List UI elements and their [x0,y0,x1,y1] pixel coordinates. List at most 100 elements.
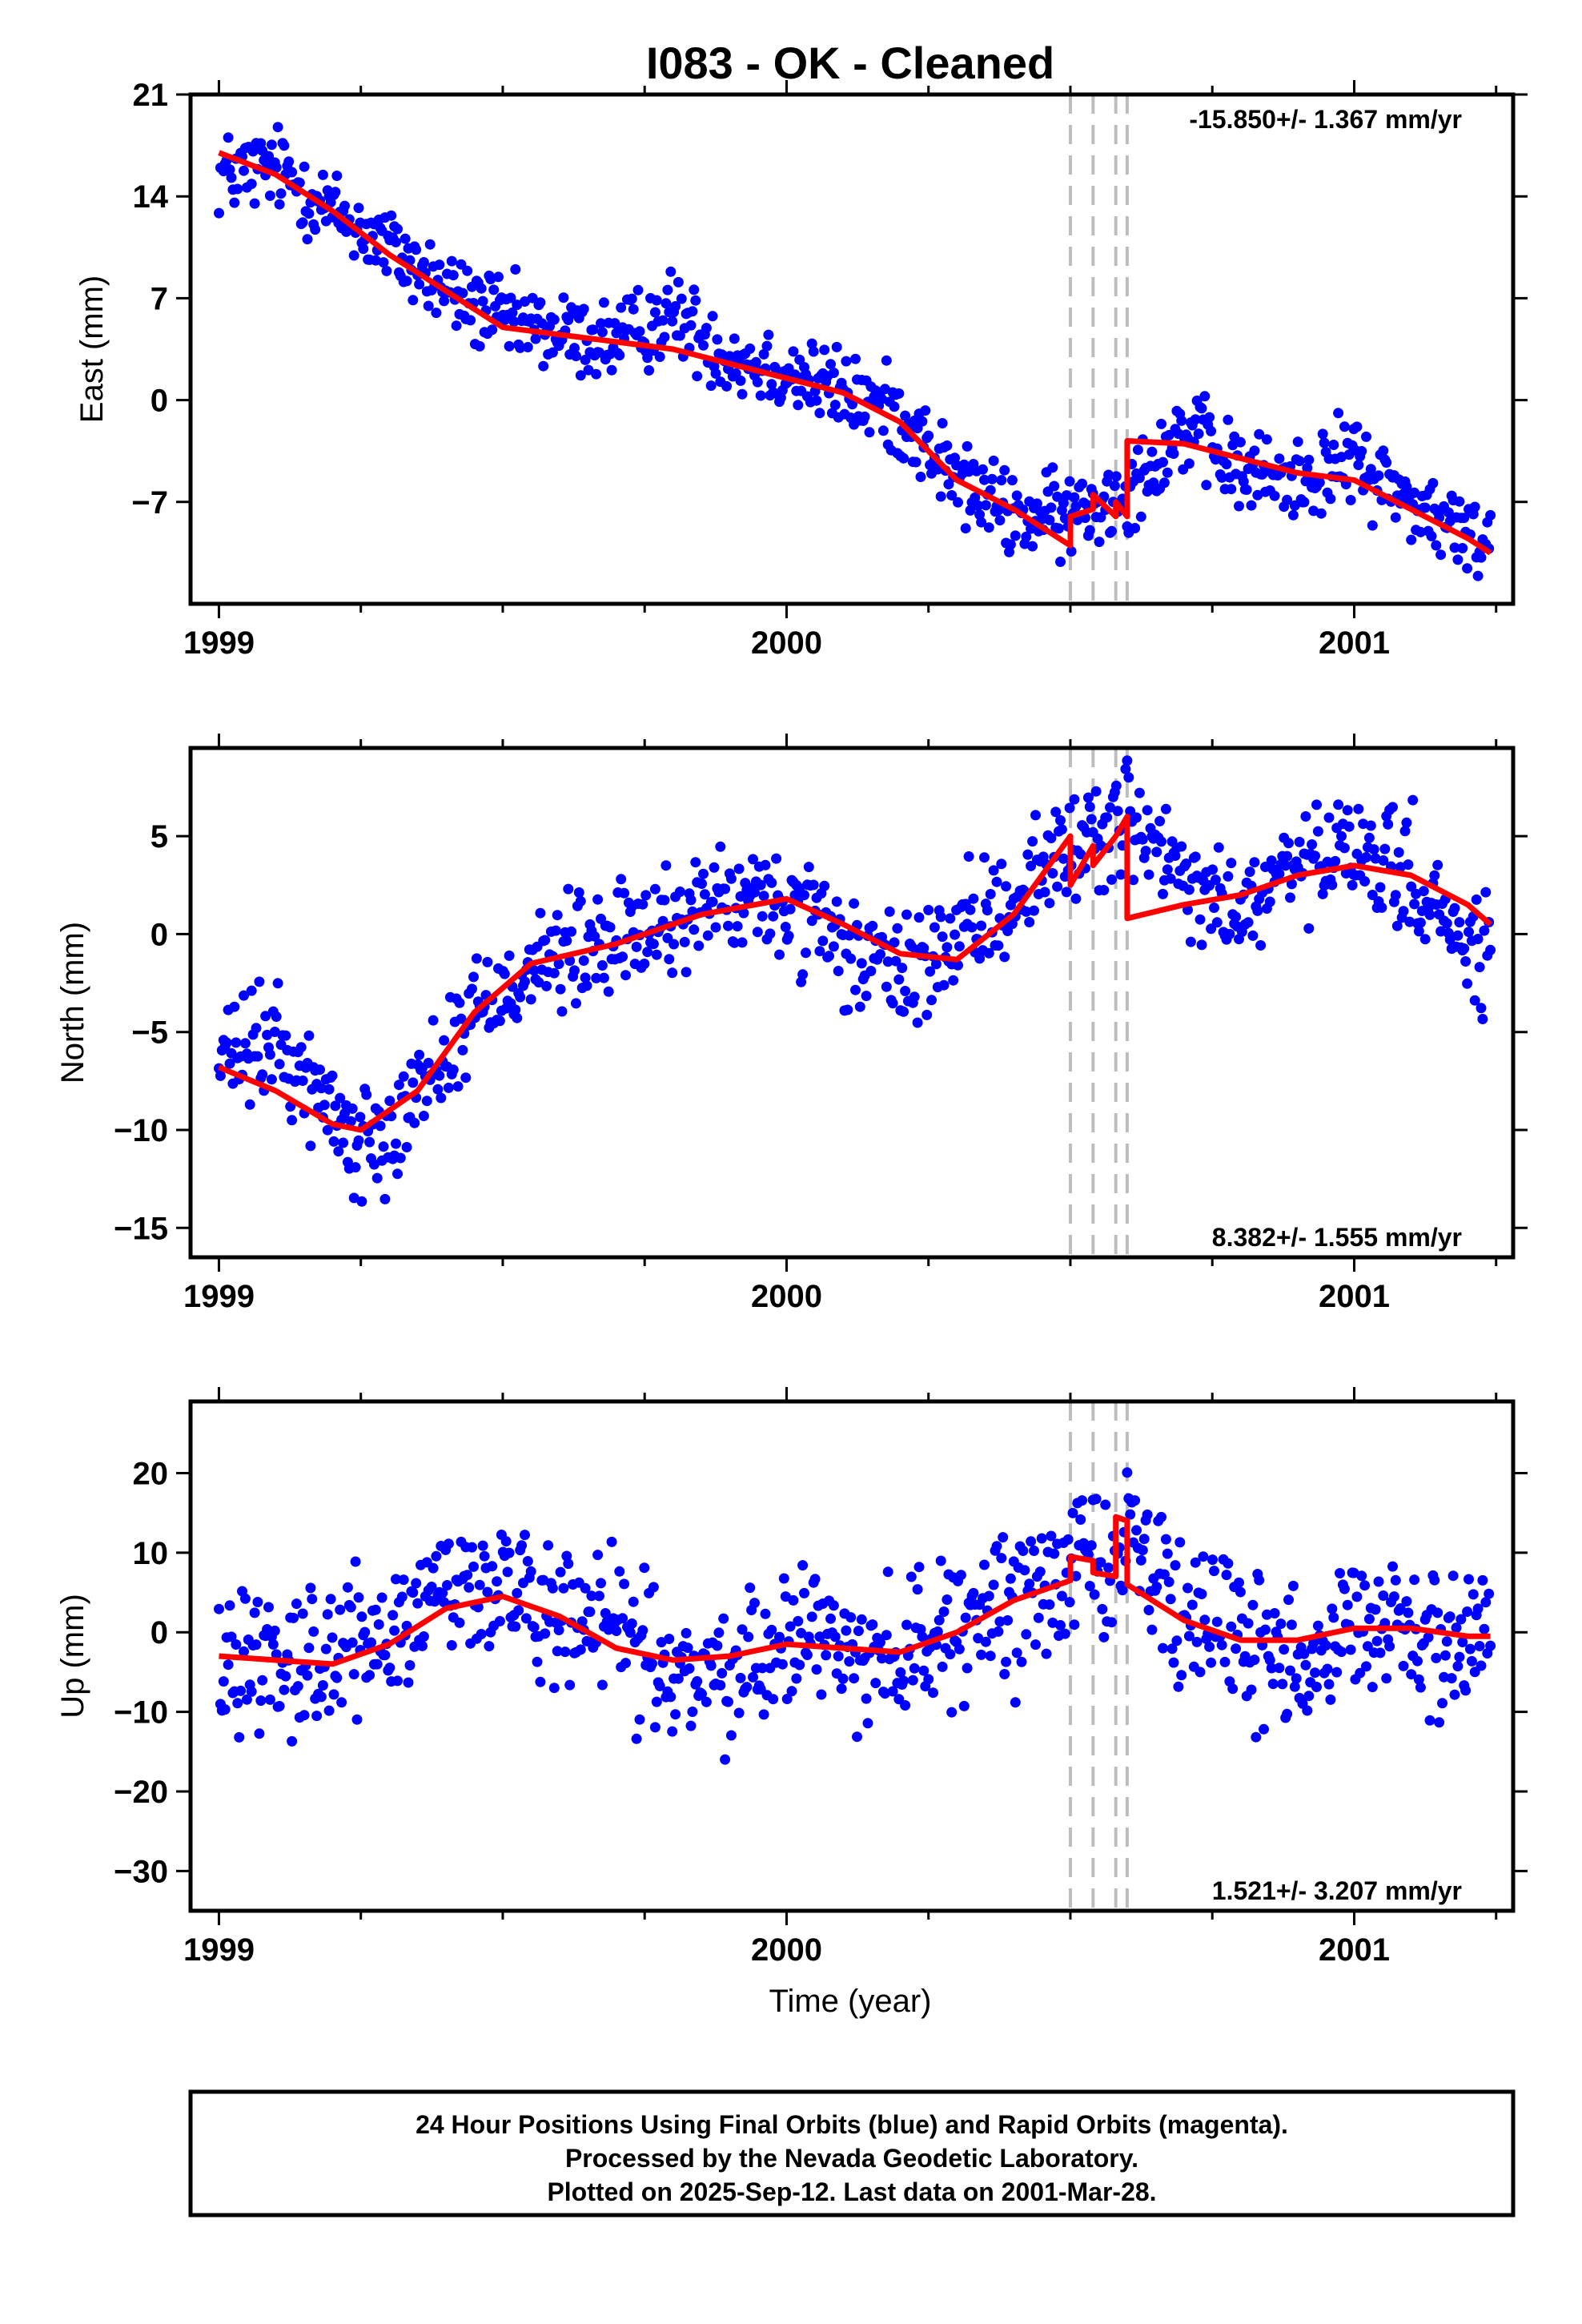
data-point [1001,1656,1012,1667]
data-point [246,1686,257,1697]
data-point [733,863,745,875]
data-point [662,284,673,296]
data-point [578,304,589,315]
data-point [1300,1659,1311,1671]
data-point [654,1680,665,1691]
data-point [852,1731,862,1743]
data-point [1287,1580,1299,1591]
data-point [1011,1647,1022,1659]
data-point [867,920,878,931]
data-point [1472,934,1484,944]
data-point [267,1638,279,1650]
data-point [1267,1679,1279,1690]
data-point [1138,1534,1150,1545]
data-point [829,1631,841,1642]
data-point [448,270,459,281]
y-tick-label: 7 [151,281,168,316]
data-point [1435,926,1447,937]
data-point [1106,874,1117,885]
data-point [350,1556,361,1567]
data-point [938,979,950,991]
data-point [414,279,425,290]
data-point [937,1661,948,1672]
data-point [302,1670,313,1681]
data-point [737,1624,748,1635]
data-point [1075,1514,1086,1525]
data-point [609,318,620,329]
data-point [1451,1622,1462,1634]
data-point [338,1137,349,1148]
data-point [264,190,275,201]
data-point [1186,1599,1198,1610]
data-point [1207,1554,1218,1566]
data-point [1439,1650,1451,1661]
data-point [303,1642,315,1654]
data-point [1387,1561,1398,1572]
data-point [1419,502,1431,513]
data-point [821,1650,832,1661]
data-point [1021,1629,1032,1640]
data-point [1285,892,1295,903]
data-point [1260,1624,1271,1635]
data-point [833,966,844,976]
data-point [682,1642,693,1654]
data-point [685,895,697,906]
data-point [1283,838,1294,849]
data-point [563,883,574,895]
data-point [720,1754,731,1765]
data-point [330,187,341,198]
data-point [591,368,602,380]
data-point [564,955,576,967]
data-point [1269,1608,1280,1618]
data-point [492,1576,503,1587]
data-point [488,284,500,296]
data-point [1323,812,1335,823]
data-point [1021,906,1032,917]
data-point [1044,1599,1055,1610]
data-point [468,971,479,983]
data-point [366,1637,376,1648]
data-point [979,474,990,485]
data-point [575,895,586,907]
data-point [555,983,566,995]
data-point [1052,881,1063,892]
data-point [862,1718,873,1729]
data-point [932,1626,943,1637]
data-point [763,329,774,340]
data-point [1162,467,1173,478]
data-point [913,912,925,923]
data-point [1170,1560,1181,1571]
rate-label: -15.850+/- 1.367 mm/yr [1189,105,1462,134]
data-point [1195,914,1206,925]
data-point [973,1633,984,1644]
data-point [925,966,936,977]
data-point [752,376,763,388]
data-point [723,920,733,931]
plot-area [191,748,1513,1257]
data-point [1299,1648,1310,1659]
data-point [774,1631,785,1642]
data-point [887,1686,898,1697]
data-point [348,250,359,261]
data-point [1462,563,1473,574]
data-point [1146,1624,1158,1635]
data-point [543,1540,554,1551]
data-point [715,1679,726,1691]
y-tick-label: −7 [131,485,168,521]
y-tick-label: 0 [151,384,168,419]
data-point [471,953,482,964]
data-point [1381,1673,1392,1684]
data-point [512,1012,523,1023]
data-point [505,292,516,304]
data-point [580,972,591,983]
data-point [479,1550,490,1562]
data-point [1046,502,1057,513]
data-point [548,967,560,979]
data-point [945,913,956,924]
data-point [698,340,709,351]
data-point [368,1159,379,1170]
data-point [558,292,569,304]
data-point [632,284,644,296]
data-point [1299,497,1310,508]
data-point [1261,434,1272,445]
